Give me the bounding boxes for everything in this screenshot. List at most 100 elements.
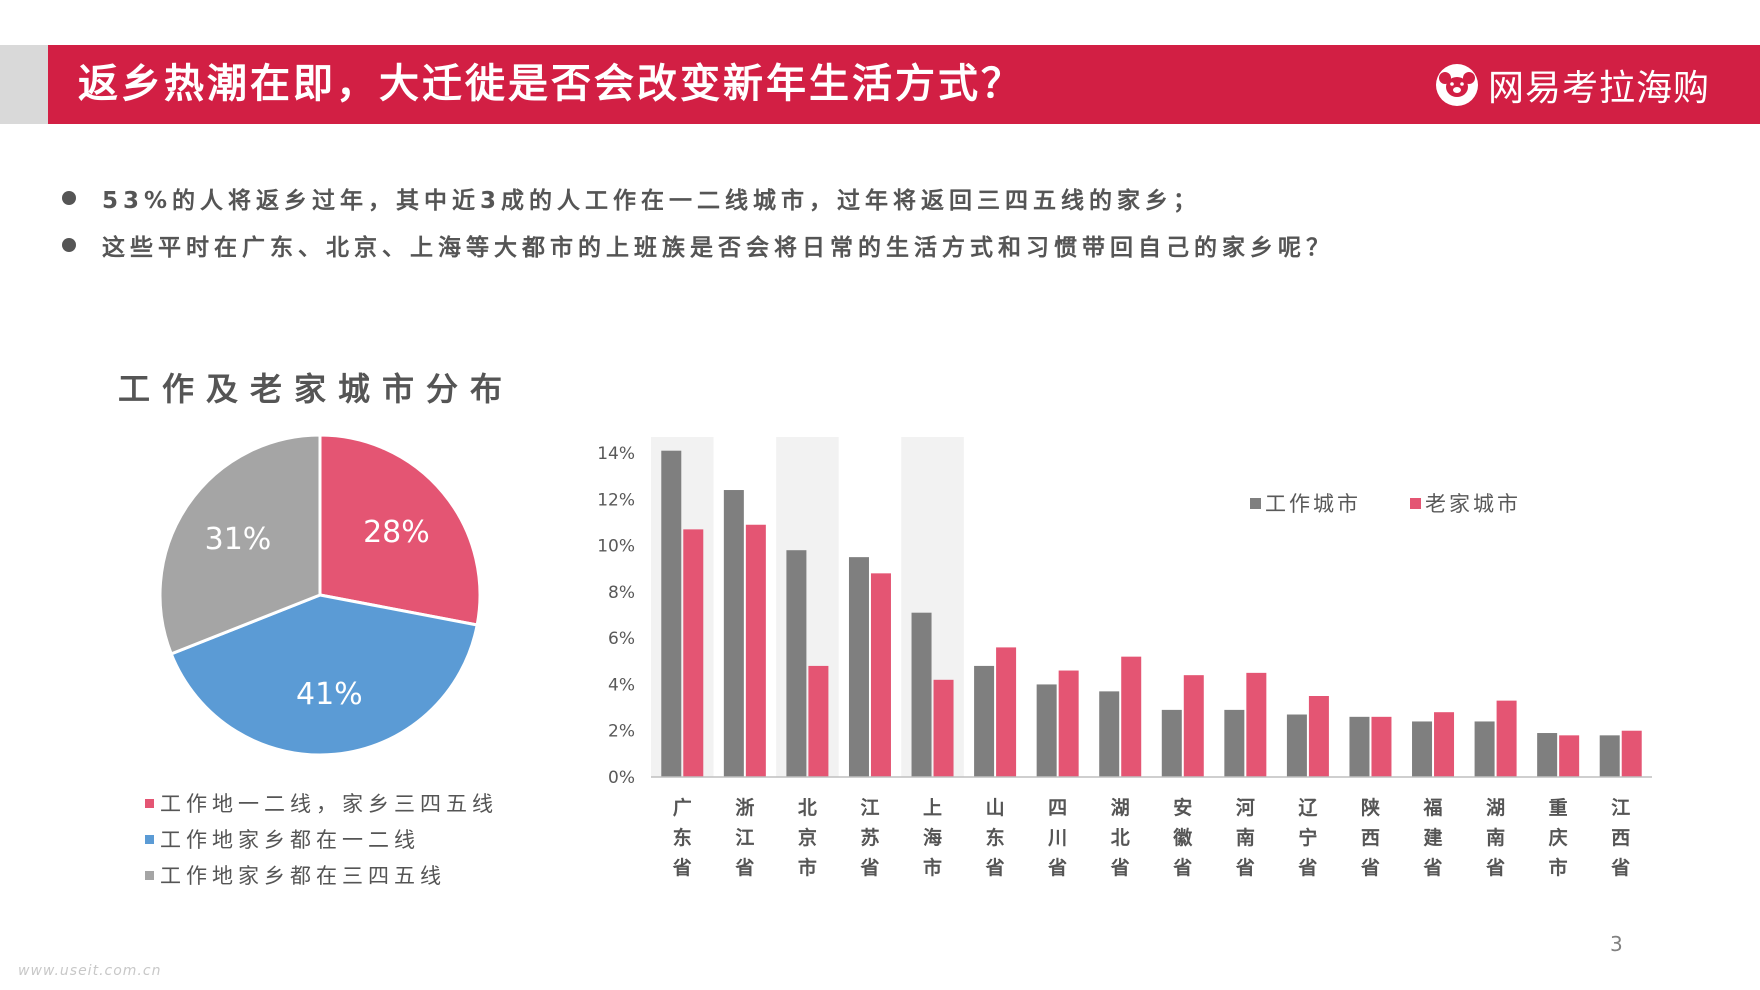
bar-home-city	[683, 529, 704, 777]
x-tick-label: 省	[1235, 857, 1255, 879]
bar-home-city	[808, 665, 829, 777]
bar-work-city	[661, 450, 682, 777]
bar-work-city	[848, 557, 869, 777]
x-tick-label: 市	[923, 856, 942, 879]
bar-work-city	[974, 665, 995, 777]
header-left-stub	[0, 45, 48, 124]
bar-work-city	[1412, 721, 1433, 777]
x-tick-label: 省	[1297, 857, 1317, 879]
bar-home-city	[870, 573, 891, 777]
x-tick-label: 宁	[1298, 826, 1317, 849]
x-tick-label: 省	[1610, 857, 1630, 879]
bullet-1: 53%的人将返乡过年，其中近3成的人工作在一二线城市，过年将返回三四五线的家乡；	[62, 181, 1201, 215]
x-tick-label: 四	[1048, 797, 1067, 819]
x-tick-label: 市	[798, 856, 817, 879]
bar-work-city	[1099, 691, 1120, 777]
bullet-text: 53%的人将返乡过年，其中近3成的人工作在一二线城市，过年将返回三四五线的家乡；	[102, 188, 1202, 214]
x-tick-label: 南	[1236, 827, 1255, 849]
y-tick-label: 0%	[608, 768, 635, 788]
bar-home-city	[1371, 716, 1392, 777]
pie-legend-label: 工作地一二线，家乡三四五线	[160, 792, 498, 816]
x-tick-label: 省	[1360, 857, 1380, 879]
category-highlight	[776, 437, 839, 777]
x-tick-label: 京	[798, 826, 817, 849]
bar-home-city	[1121, 656, 1142, 777]
bar-home-city	[1058, 670, 1079, 777]
x-tick-label: 海	[923, 826, 942, 849]
x-tick-label: 庆	[1549, 826, 1568, 849]
y-tick-label: 8%	[608, 583, 635, 603]
bullet-2: 这些平时在广东、北京、上海等大都市的上班族是否会将日常的生活方式和习惯带回自己的…	[62, 228, 1334, 262]
logo: 网易考拉海购	[1434, 45, 1710, 124]
y-tick-label: 12%	[597, 490, 635, 510]
page-title: 返乡热潮在即，大迁徙是否会改变新年生活方式？	[78, 61, 1024, 107]
x-tick-label: 陕	[1361, 796, 1380, 819]
legend-swatch-icon	[1250, 498, 1261, 509]
pie-legend-item: 工作地家乡都在三四五线	[145, 860, 446, 890]
pie-chart-title: 工作及老家城市分布	[118, 370, 515, 408]
pie-slice-label: 31%	[205, 522, 272, 557]
x-tick-label: 东	[986, 826, 1005, 849]
x-tick-label: 山	[986, 797, 1005, 819]
bar-home-city	[996, 647, 1017, 777]
x-tick-label: 市	[1549, 856, 1568, 879]
bar-work-city	[1224, 709, 1245, 777]
x-tick-label: 建	[1424, 826, 1443, 849]
x-tick-label: 北	[798, 797, 817, 819]
x-tick-label: 福	[1423, 796, 1443, 819]
y-tick-label: 6%	[608, 629, 635, 649]
header-bar: 返乡热潮在即，大迁徙是否会改变新年生活方式？ 网易考拉海购	[48, 45, 1760, 124]
pie-legend-label: 工作地家乡都在三四五线	[160, 864, 446, 888]
pie-legend-item: 工作地一二线，家乡三四五线	[145, 788, 498, 818]
legend-label: 工作城市	[1265, 492, 1361, 516]
pie-slice-label: 28%	[363, 515, 430, 550]
watermark: www.useit.com.cn	[18, 963, 162, 979]
logo-text: 网易考拉海购	[1487, 67, 1710, 109]
bar-home-city	[933, 679, 954, 777]
x-tick-label: 北	[1111, 827, 1130, 849]
legend-swatch-icon	[145, 870, 154, 880]
koala-logo-icon	[1435, 63, 1478, 106]
bullet-dot-icon	[62, 238, 76, 252]
bar-home-city	[1183, 675, 1204, 777]
pie-slice	[158, 433, 322, 656]
pie-slice-label: 41%	[296, 677, 363, 712]
pie-slice	[318, 433, 482, 627]
pie-legend-label: 工作地家乡都在一二线	[160, 828, 420, 852]
x-tick-label: 省	[734, 857, 754, 879]
pie-legend-item: 工作地家乡都在一二线	[145, 824, 420, 854]
x-tick-label: 西	[1611, 827, 1630, 849]
bar-work-city	[911, 612, 932, 777]
x-tick-label: 湖	[1111, 797, 1130, 819]
x-tick-label: 省	[672, 857, 692, 879]
bar-work-city	[1161, 709, 1182, 777]
x-tick-label: 省	[859, 857, 879, 879]
bar-work-city	[1349, 716, 1370, 777]
x-tick-label: 省	[1423, 857, 1443, 879]
legend-label: 老家城市	[1425, 492, 1521, 516]
x-tick-label: 重	[1549, 797, 1568, 819]
y-tick-label: 14%	[597, 444, 635, 464]
bar-chart: 0%2%4%6%8%10%12%14%广东省浙江省北京市江苏省上海市山东省四川省…	[597, 437, 1652, 879]
y-tick-label: 4%	[608, 675, 635, 695]
bar-work-city	[786, 550, 807, 777]
category-highlight	[651, 437, 714, 777]
x-tick-label: 江	[860, 797, 879, 819]
x-tick-label: 省	[1110, 857, 1130, 879]
x-tick-label: 河	[1236, 797, 1255, 819]
category-highlight	[901, 437, 964, 777]
x-tick-label: 浙	[735, 796, 754, 819]
bar-work-city	[1474, 721, 1495, 777]
x-tick-label: 省	[1485, 857, 1505, 879]
legend-swatch-icon	[145, 834, 154, 844]
bar-work-city	[1036, 684, 1057, 777]
x-tick-label: 江	[735, 827, 754, 849]
bar-home-city	[1308, 696, 1329, 777]
x-tick-label: 西	[1361, 827, 1380, 849]
x-tick-label: 省	[985, 857, 1005, 879]
x-tick-label: 南	[1486, 827, 1505, 849]
y-tick-label: 10%	[597, 537, 635, 557]
x-tick-label: 省	[1047, 857, 1067, 879]
bar-home-city	[1559, 735, 1580, 777]
x-tick-label: 省	[1172, 857, 1192, 879]
